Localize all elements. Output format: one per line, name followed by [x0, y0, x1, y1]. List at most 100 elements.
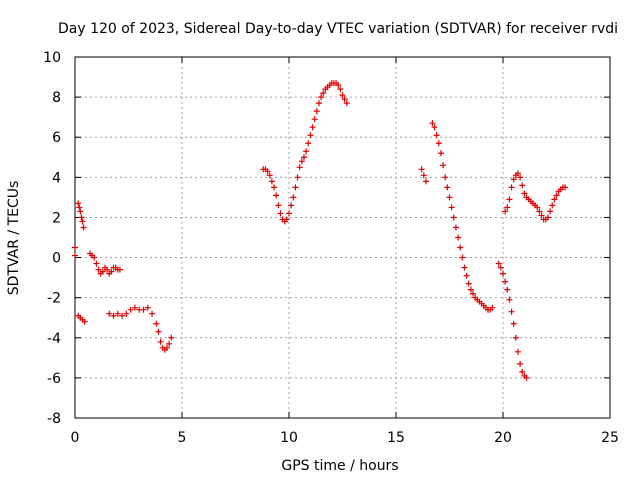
data-point	[431, 124, 438, 131]
data-point	[547, 208, 554, 215]
data-point	[465, 280, 472, 287]
data-point	[420, 172, 427, 179]
data-point	[553, 192, 560, 199]
data-point	[318, 94, 325, 101]
data-point	[264, 168, 271, 175]
data-point	[290, 194, 297, 201]
data-point	[514, 170, 521, 177]
data-point	[78, 214, 85, 221]
data-point	[508, 184, 515, 191]
axis-ticks	[74, 56, 611, 419]
data-point	[337, 86, 344, 93]
data-point	[95, 266, 102, 273]
data-point	[495, 260, 502, 267]
data-point	[149, 310, 156, 317]
data-point	[320, 90, 327, 97]
data-point	[538, 212, 545, 219]
data-point	[93, 260, 100, 267]
data-point	[504, 286, 511, 293]
data-point	[440, 162, 447, 169]
data-point	[286, 210, 292, 217]
data-points	[72, 80, 569, 381]
data-point	[298, 158, 305, 165]
data-point	[455, 234, 462, 241]
data-point	[116, 266, 123, 273]
plot-frame	[74, 56, 611, 419]
data-point	[294, 174, 301, 181]
data-point	[506, 196, 513, 203]
data-point	[335, 82, 342, 89]
data-point	[110, 312, 117, 319]
grid	[75, 57, 610, 418]
data-point	[562, 184, 569, 191]
data-point	[519, 182, 526, 189]
data-point	[166, 340, 173, 347]
data-point	[544, 214, 551, 221]
data-point	[500, 270, 506, 277]
y-tick-label: 0	[52, 251, 61, 267]
data-point	[168, 334, 175, 341]
data-point	[127, 306, 134, 313]
data-point	[79, 218, 86, 225]
data-point	[506, 296, 513, 303]
y-tick-label: 8	[52, 90, 61, 106]
data-point	[72, 244, 78, 251]
data-point	[461, 264, 468, 271]
data-point	[292, 184, 299, 191]
data-point	[536, 208, 543, 215]
data-point	[277, 210, 284, 217]
data-point	[123, 310, 130, 317]
data-point	[534, 204, 541, 211]
data-point	[502, 278, 509, 285]
data-point	[459, 254, 466, 261]
x-tick-label: 20	[494, 430, 512, 446]
data-point	[80, 224, 87, 231]
data-point	[303, 148, 310, 155]
data-point	[268, 178, 275, 185]
y-tick-label: 4	[52, 170, 61, 186]
data-point	[497, 264, 504, 271]
data-point	[489, 304, 496, 311]
data-point	[305, 140, 312, 147]
data-point	[339, 92, 346, 99]
x-tick-label: 25	[601, 430, 619, 446]
data-point	[140, 306, 147, 313]
data-point	[76, 204, 83, 211]
data-point	[91, 254, 98, 261]
data-point	[108, 268, 115, 275]
data-point	[435, 140, 442, 147]
data-point	[296, 164, 303, 171]
data-point	[307, 132, 314, 139]
x-tick-label: 5	[178, 430, 187, 446]
data-point	[442, 174, 449, 181]
data-point	[517, 174, 524, 181]
data-point	[523, 374, 530, 381]
data-point	[457, 244, 464, 251]
data-point	[144, 304, 151, 311]
data-point	[283, 216, 290, 223]
data-point	[549, 202, 556, 209]
data-point	[99, 268, 106, 275]
data-point	[510, 176, 517, 183]
data-point	[437, 150, 444, 157]
data-point	[77, 208, 84, 215]
data-point	[433, 132, 440, 139]
data-point	[104, 266, 111, 273]
data-point	[153, 320, 160, 327]
x-tick-label: 10	[280, 430, 298, 446]
y-tick-label: 10	[43, 50, 61, 66]
data-point	[467, 286, 474, 293]
data-point	[422, 178, 429, 185]
data-point	[75, 200, 82, 207]
data-point	[512, 334, 519, 341]
y-tick-label: 2	[52, 210, 61, 226]
data-point	[106, 310, 113, 317]
data-point	[114, 310, 121, 317]
y-tick-label: -2	[47, 291, 61, 307]
data-point	[266, 172, 273, 179]
y-tick-label: -4	[47, 331, 61, 347]
y-tick-label: -8	[47, 411, 61, 427]
data-point	[271, 184, 278, 191]
data-point	[452, 224, 459, 231]
data-point	[446, 194, 453, 201]
